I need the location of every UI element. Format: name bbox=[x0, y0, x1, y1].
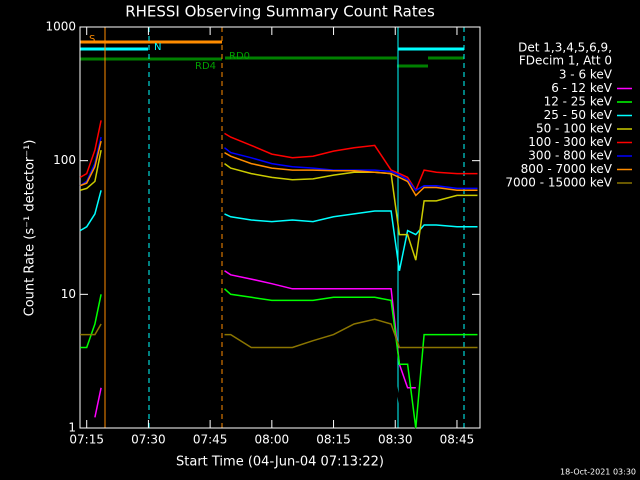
legend-label: 7000 - 15000 keV bbox=[505, 176, 612, 190]
y-tick-label: 10 bbox=[61, 287, 76, 301]
legend-label: 25 - 50 keV bbox=[544, 108, 613, 122]
x-tick-label: 07:45 bbox=[193, 433, 228, 447]
chart-title: RHESSI Observing Summary Count Rates bbox=[125, 3, 435, 21]
series-line bbox=[79, 190, 478, 271]
legend-label: 300 - 800 keV bbox=[528, 149, 612, 163]
series-line bbox=[79, 120, 478, 192]
series-line bbox=[79, 140, 478, 197]
legend-label: 50 - 100 keV bbox=[536, 122, 613, 136]
plot-frame bbox=[79, 26, 481, 429]
series-line bbox=[80, 318, 478, 349]
series-line bbox=[80, 288, 478, 429]
x-axis-label: Start Time (04-Jun-04 07:13:22) bbox=[176, 455, 384, 470]
legend-label: 100 - 300 keV bbox=[528, 135, 612, 149]
annotation: RD4 bbox=[195, 61, 216, 72]
legend-header: Det 1,3,4,5,6,9, bbox=[518, 41, 612, 55]
y-tick-label: 1000 bbox=[45, 20, 76, 34]
y-tick-label: 100 bbox=[53, 153, 76, 167]
x-tick-label: 08:30 bbox=[378, 433, 413, 447]
x-tick-label: 07:15 bbox=[69, 433, 104, 447]
y-tick-label: 1 bbox=[68, 421, 76, 435]
legend-label: 800 - 7000 keV bbox=[521, 162, 613, 176]
annotation: N bbox=[154, 42, 161, 53]
legend-label: 6 - 12 keV bbox=[551, 81, 613, 95]
x-tick-label: 07:30 bbox=[131, 433, 166, 447]
state-bars bbox=[80, 40, 464, 68]
annotation: RD0 bbox=[229, 51, 250, 62]
x-tick-label: 08:15 bbox=[316, 433, 351, 447]
annotation: S bbox=[89, 34, 95, 45]
legend-label: 3 - 6 keV bbox=[559, 68, 613, 82]
series-line bbox=[223, 346, 417, 429]
y-axis-label: Count Rate (s⁻¹ detector⁻¹) bbox=[23, 140, 38, 317]
legend-label: 12 - 25 keV bbox=[544, 95, 613, 109]
footer: 18-Oct-2021 03:30 bbox=[560, 468, 636, 477]
x-tick-label: 08:00 bbox=[255, 433, 290, 447]
legend-header: FDecim 1, Att 0 bbox=[519, 54, 612, 68]
x-tick-label: 08:45 bbox=[440, 433, 475, 447]
series-line bbox=[79, 136, 478, 192]
